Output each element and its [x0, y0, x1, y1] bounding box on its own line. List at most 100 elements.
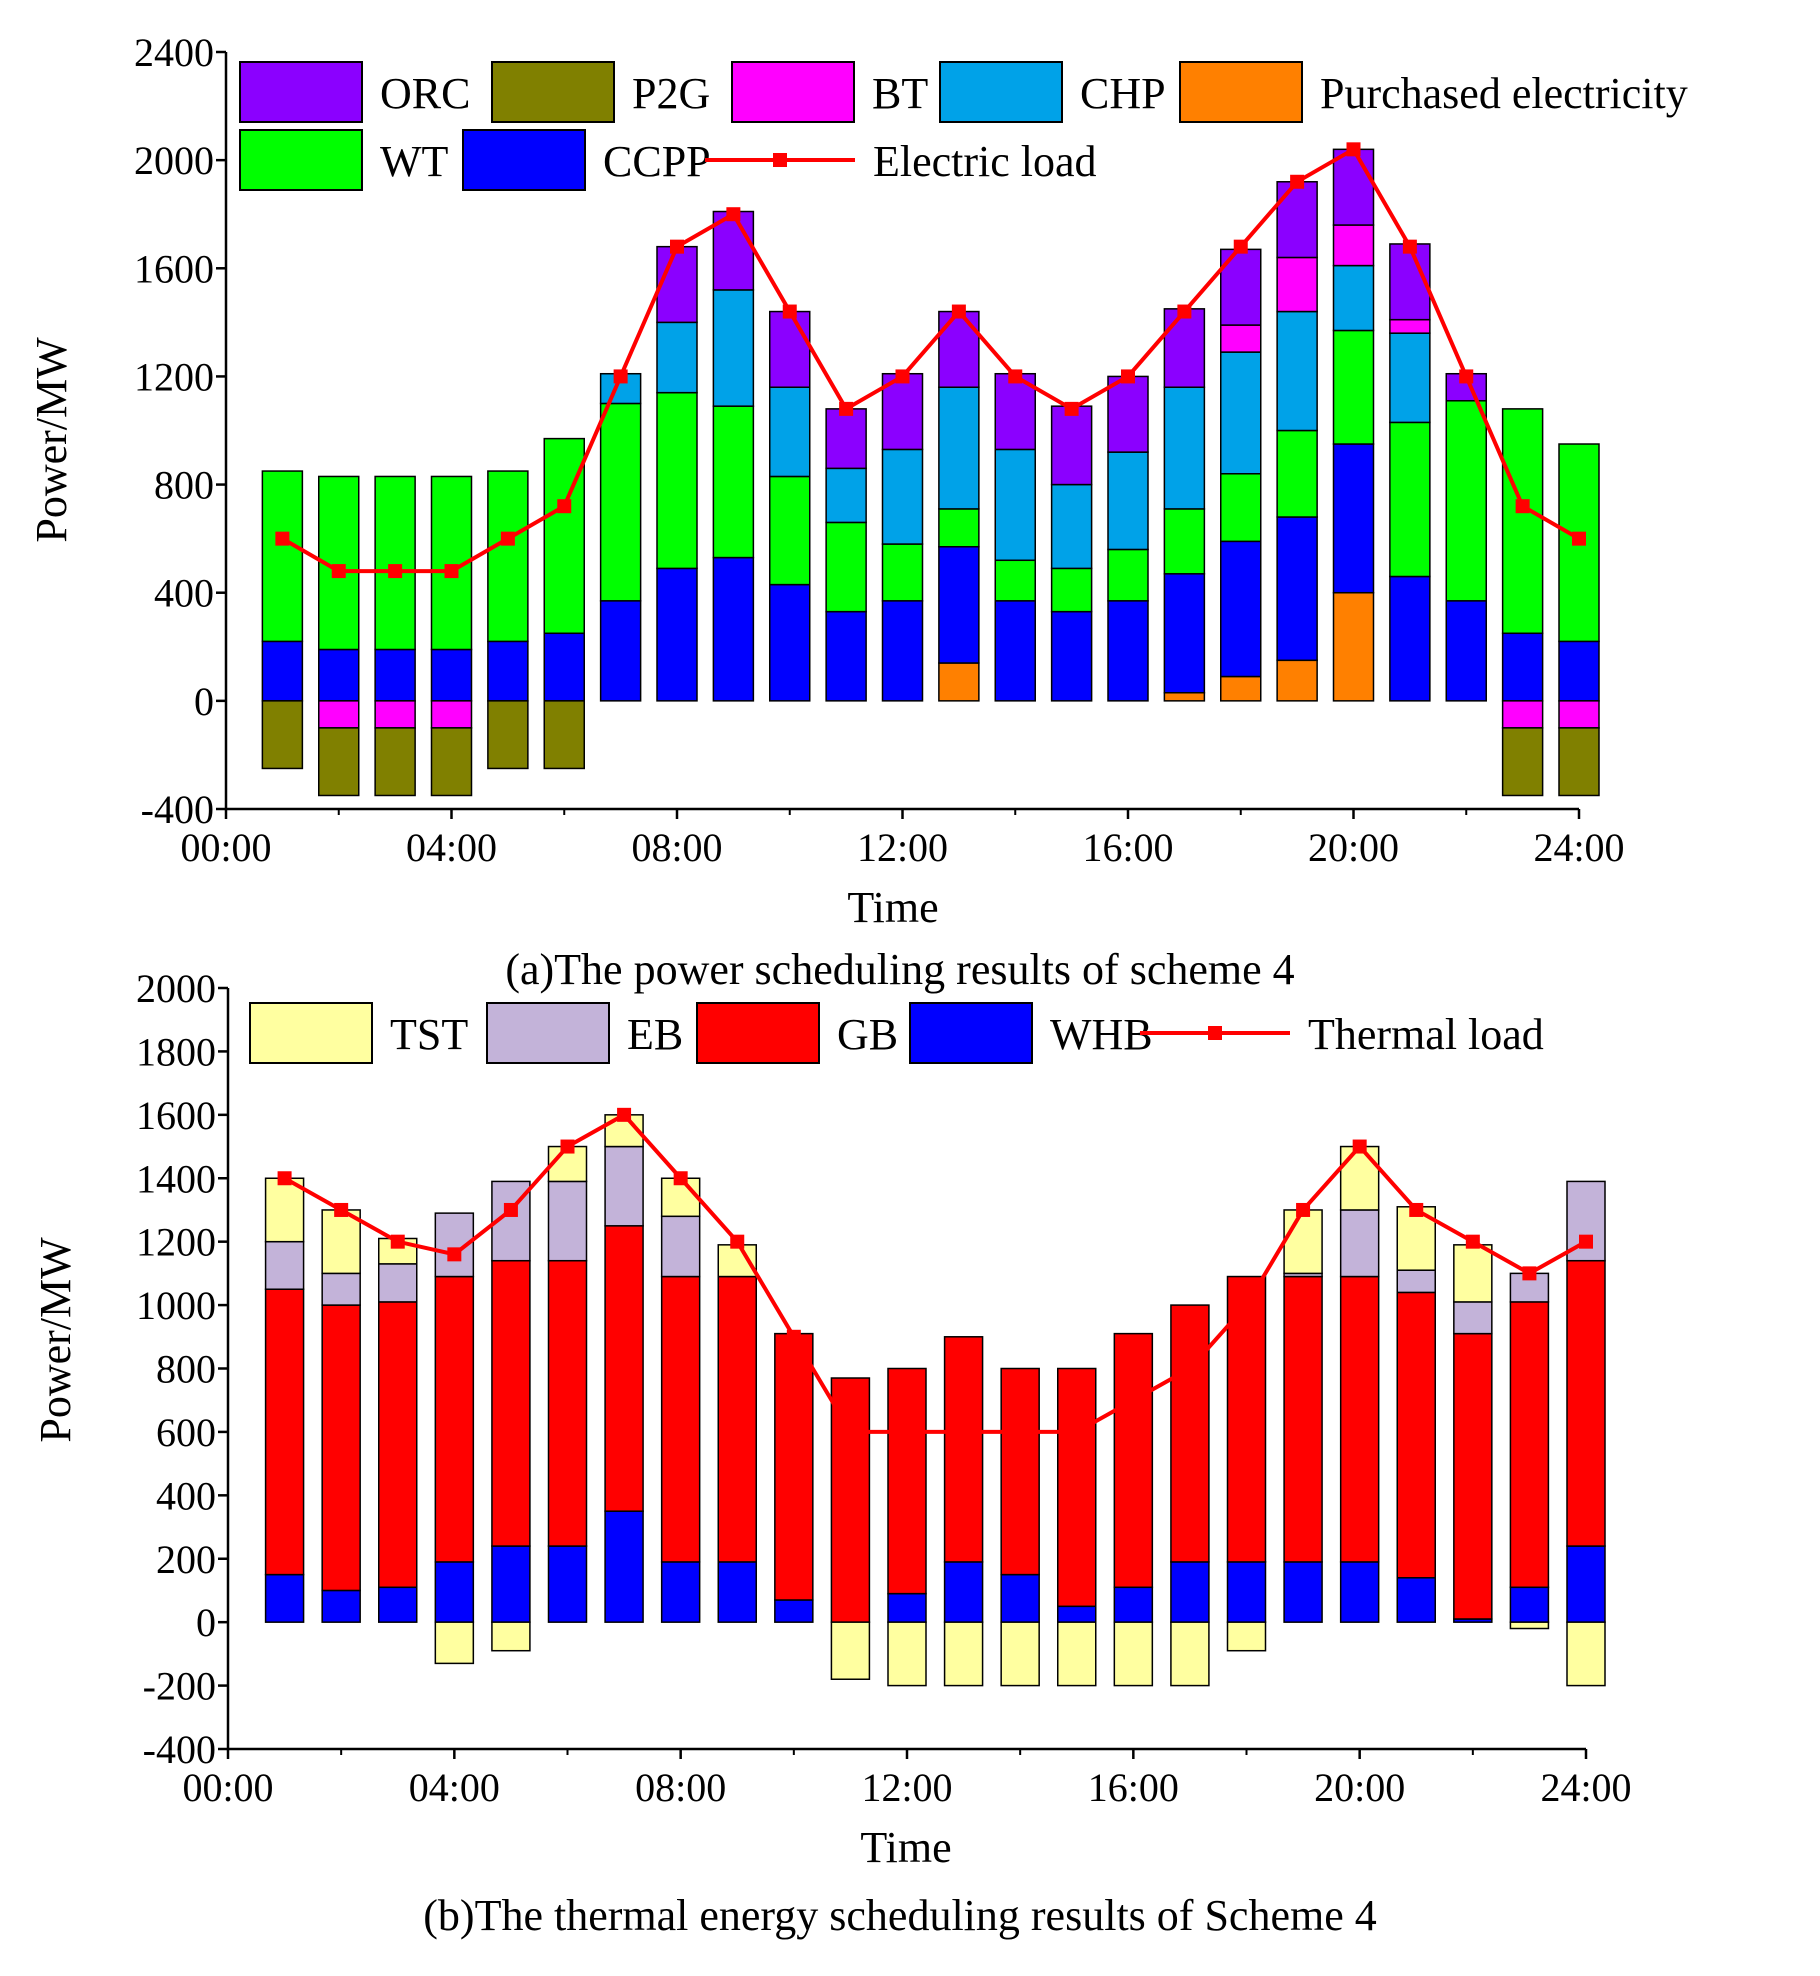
bar-ccpp-h15 [1050, 610, 1093, 702]
bar-wt-h16 [1107, 548, 1149, 602]
load-marker-h9 [730, 1234, 745, 1249]
bar-chp-h8 [656, 321, 698, 394]
chart-a: -400 0 400 800 1200 1600 2000 2400 00:00 04:00 08:… [27, 30, 1688, 994]
y-tick-label: 2000 [136, 966, 216, 1011]
bar-orc-h16 [1107, 375, 1149, 453]
bar-wt-h15 [1050, 567, 1093, 613]
bar-wt-h12 [881, 543, 924, 602]
bar-ccpp-h14 [994, 600, 1036, 702]
legend-swatch [486, 1002, 610, 1064]
bar-wt-h23 [1501, 408, 1544, 635]
bar-wt-h21 [1389, 421, 1431, 578]
bar-gb-h10 [774, 1332, 814, 1601]
load-marker-h22 [1459, 369, 1474, 384]
load-marker-h23 [1515, 499, 1530, 514]
y-tick-label: -400 [141, 787, 214, 832]
bar-tst-h1 [264, 1177, 305, 1243]
chart-a-x-axis-label: Time [847, 883, 938, 932]
bar-orc-h22 [1445, 372, 1487, 402]
bar-tst-neg-h13 [943, 1621, 984, 1687]
load-marker-h17 [1182, 1361, 1197, 1376]
bar-whb-h13 [943, 1561, 984, 1623]
legend-label: EB [627, 1010, 683, 1059]
bar-tst-neg-h15 [1057, 1621, 1097, 1687]
bar-gb-h1 [264, 1288, 305, 1576]
bar-orc-h20 [1332, 148, 1375, 226]
legend-item-whb: WHB [909, 1002, 1153, 1064]
chart-b-y-axis-label: Power/MW [31, 1237, 80, 1443]
bar-bt-h21 [1389, 318, 1431, 334]
bar-tst-neg-h11 [830, 1621, 871, 1680]
bar-eb-h20 [1339, 1209, 1380, 1278]
load-marker-h14 [1008, 369, 1023, 384]
bar-whb-h7 [604, 1510, 644, 1623]
x-tick-label: 16:00 [1088, 1765, 1179, 1810]
legend-label: CCPP [603, 137, 711, 186]
bar-tst-neg-h16 [1113, 1621, 1154, 1687]
bar-p2g-neg-h4 [430, 727, 473, 797]
bar-wt-h8 [656, 391, 698, 570]
chart-a-caption: (a)The power scheduling results of schem… [505, 945, 1294, 994]
bar-eb-h22 [1453, 1301, 1493, 1335]
load-marker-h3 [388, 564, 403, 579]
load-marker-h22 [1465, 1234, 1480, 1249]
load-marker-h16 [1126, 1393, 1141, 1408]
x-tick-label: 04:00 [406, 825, 497, 870]
load-marker-h5 [500, 531, 515, 546]
bar-whb-h17 [1170, 1561, 1210, 1623]
bar-orc-h15 [1050, 405, 1093, 486]
x-tick-label: 20:00 [1308, 825, 1399, 870]
bar-p2g-neg-h1 [261, 700, 304, 770]
bar-whb-h10 [774, 1599, 814, 1623]
bar-bt-neg-h4 [430, 700, 473, 729]
load-marker-h1 [275, 531, 290, 546]
bar-bt-h19 [1276, 256, 1318, 313]
bar-ccpp-h21 [1389, 575, 1431, 702]
bar-whb-h20 [1339, 1561, 1380, 1623]
bar-tst-h22 [1453, 1244, 1493, 1303]
bar-wt-h14 [994, 559, 1036, 602]
load-line [281, 146, 1580, 574]
x-tick-label: 12:00 [861, 1765, 952, 1810]
bar-tst-neg-h4 [434, 1621, 475, 1665]
chart-b-bars [264, 1114, 1606, 1687]
bar-ccpp-h23 [1501, 632, 1544, 702]
bar-whb-h9 [717, 1561, 757, 1623]
legend-item-orc: ORC [239, 61, 470, 123]
y-tick-label: -400 [143, 1727, 216, 1772]
load-marker-h18 [1239, 1298, 1254, 1313]
bar-chp-h18 [1220, 351, 1262, 475]
bar-gb-h14 [1000, 1367, 1040, 1576]
chart-b-load-line [277, 1107, 1593, 1439]
legend-item-eb: EB [486, 1002, 683, 1064]
load-marker-h4 [444, 564, 459, 579]
bar-whb-h14 [1000, 1573, 1040, 1623]
bar-tst-h19 [1283, 1209, 1323, 1275]
bar-orc-h10 [769, 310, 811, 388]
y-tick-label: 0 [196, 1600, 216, 1645]
x-tick-label: 12:00 [857, 825, 948, 870]
bar-bt-h20 [1332, 224, 1375, 267]
bar-gb-h2 [321, 1304, 361, 1592]
load-marker-h10 [782, 304, 797, 319]
legend-item-purchased-electricity: Purchased electricity [1179, 61, 1688, 123]
y-tick-label: 1400 [136, 1156, 216, 1201]
load-marker-h10 [786, 1329, 801, 1344]
bar-chp-h17 [1163, 386, 1206, 510]
bar-tst-neg-h5 [491, 1621, 531, 1652]
bar-chp-h14 [994, 448, 1036, 562]
load-marker-h9 [726, 207, 741, 222]
bar-tst-h20 [1339, 1145, 1380, 1211]
bar-whb-h6 [547, 1545, 588, 1623]
legend-label: Purchased electricity [1320, 69, 1688, 118]
bar-whb-h15 [1057, 1605, 1097, 1623]
bar-wt-h1 [261, 470, 304, 643]
load-marker-h5 [503, 1202, 518, 1217]
bar-tst-neg-h12 [887, 1621, 927, 1687]
bar-ccpp-h1 [261, 640, 304, 702]
bar-gb-h8 [660, 1275, 701, 1563]
load-marker-h24 [1579, 1234, 1593, 1249]
bar-wt-h10 [769, 475, 811, 586]
bar-whb-h18 [1226, 1561, 1267, 1623]
bar-ccpp-h8 [656, 567, 698, 702]
